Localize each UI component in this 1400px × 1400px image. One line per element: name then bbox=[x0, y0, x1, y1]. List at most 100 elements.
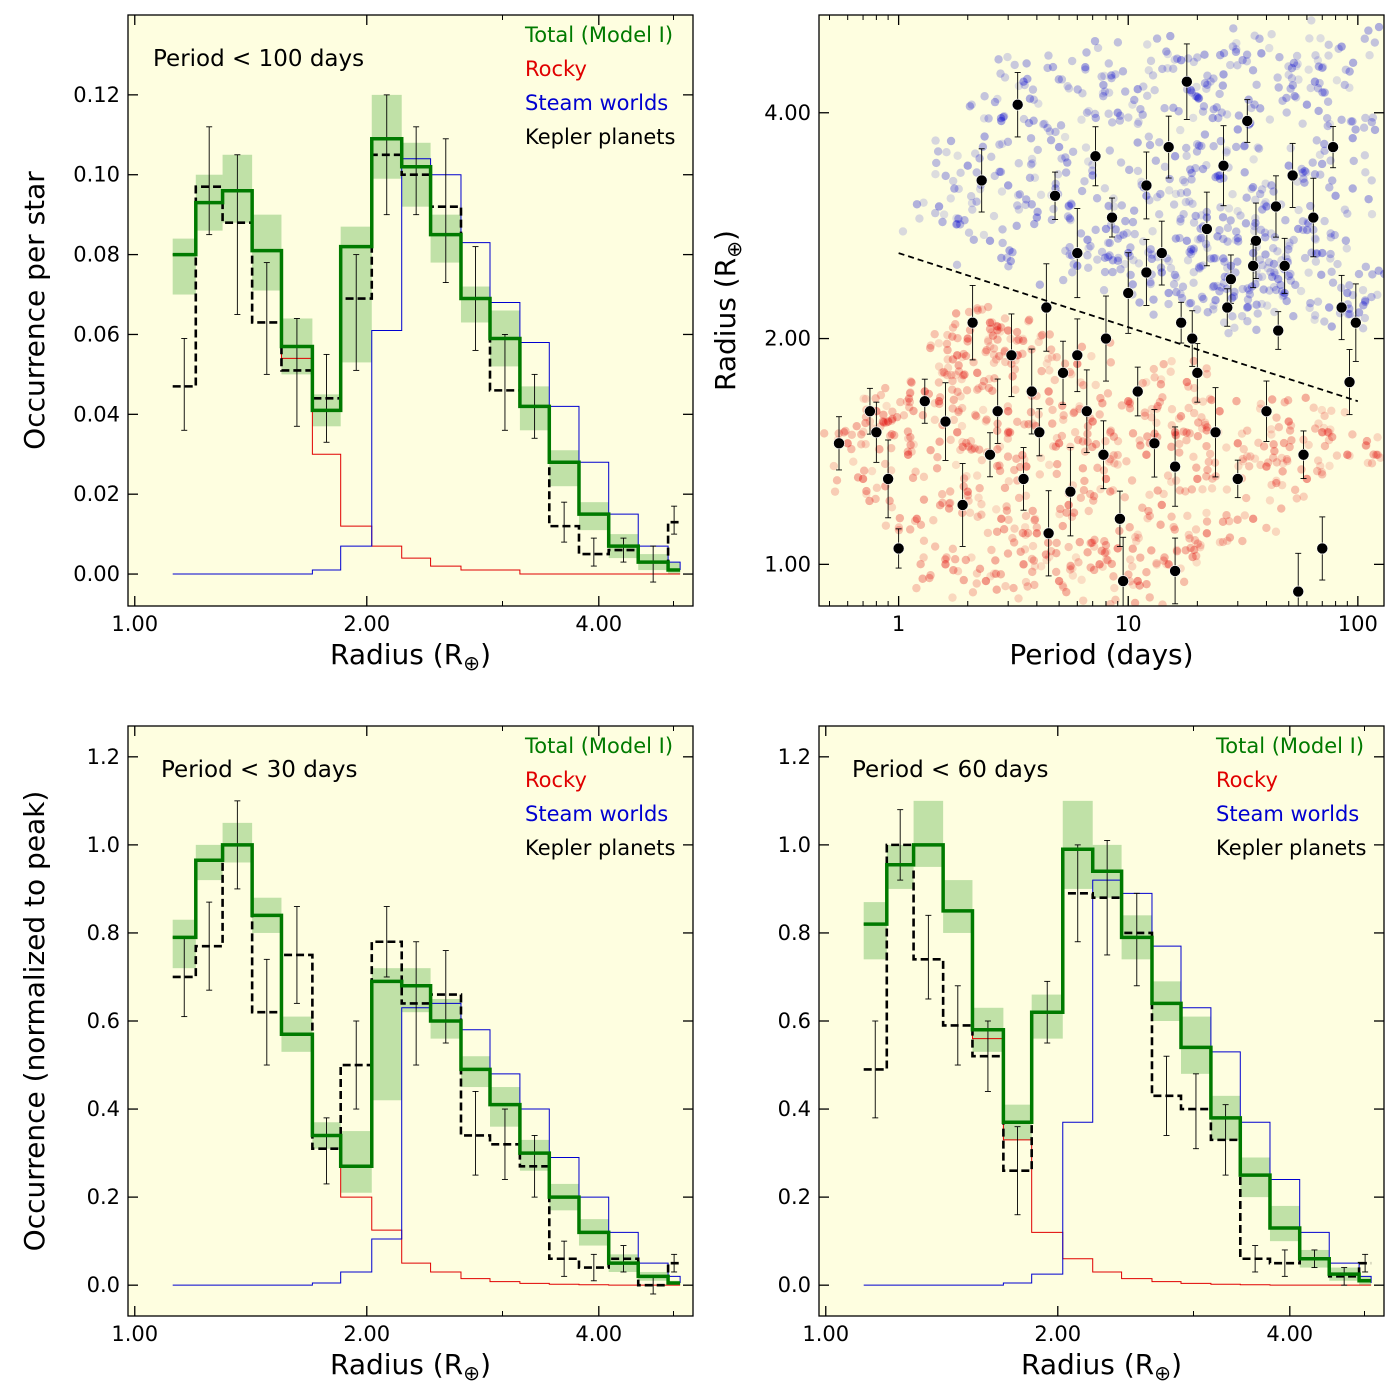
x-tick-label: 1 bbox=[892, 612, 905, 636]
kepler-point bbox=[975, 174, 988, 187]
x-tick-label: 10 bbox=[1115, 612, 1142, 636]
population-dot bbox=[1128, 429, 1138, 438]
population-dot bbox=[949, 395, 958, 405]
population-dot bbox=[1030, 219, 1039, 229]
population-dot bbox=[1257, 299, 1266, 309]
population-dot bbox=[1184, 382, 1193, 391]
population-dot bbox=[1200, 79, 1210, 88]
population-dot bbox=[1167, 421, 1176, 430]
population-dot bbox=[1254, 273, 1263, 282]
population-dot bbox=[944, 499, 954, 508]
population-dot bbox=[912, 583, 921, 593]
population-dot bbox=[1073, 85, 1082, 94]
y-tick-label: 0.06 bbox=[73, 322, 120, 346]
population-dot bbox=[948, 176, 958, 186]
population-dot bbox=[1032, 523, 1042, 532]
population-dot bbox=[1206, 254, 1216, 263]
population-dot bbox=[984, 383, 994, 393]
population-dot bbox=[1282, 296, 1291, 306]
x-axis-title: Period (days) bbox=[1009, 638, 1193, 671]
population-dot bbox=[1078, 596, 1088, 605]
population-dot bbox=[1143, 91, 1152, 101]
population-dot bbox=[1008, 372, 1017, 381]
population-dot bbox=[958, 437, 967, 447]
population-dot bbox=[1312, 249, 1321, 258]
rocky-point bbox=[1164, 560, 1173, 569]
kepler-point bbox=[1169, 565, 1181, 577]
population-dot bbox=[1101, 437, 1110, 446]
population-dot bbox=[1285, 426, 1295, 435]
population-dot bbox=[953, 333, 962, 343]
steam-point bbox=[1211, 295, 1220, 305]
legend-entry: Total (Model I) bbox=[524, 734, 673, 758]
steam-point bbox=[1310, 77, 1320, 86]
population-dot bbox=[1271, 527, 1281, 536]
population-dot bbox=[1286, 269, 1295, 279]
population-dot bbox=[1250, 31, 1259, 40]
population-dot bbox=[1198, 485, 1207, 494]
population-dot bbox=[1091, 113, 1100, 123]
population-dot bbox=[1267, 272, 1277, 282]
population-dot bbox=[1030, 515, 1039, 525]
population-dot bbox=[941, 171, 950, 181]
population-dot bbox=[962, 438, 971, 448]
population-dot bbox=[1182, 436, 1191, 445]
population-dot bbox=[1110, 459, 1119, 468]
band-bin bbox=[863, 902, 887, 960]
population-dot bbox=[1256, 399, 1266, 409]
population-dot bbox=[1012, 327, 1022, 337]
population-dot bbox=[1269, 453, 1278, 462]
population-dot bbox=[1108, 486, 1118, 495]
population-dot bbox=[931, 170, 940, 179]
population-dot bbox=[1067, 369, 1076, 379]
population-dot bbox=[1169, 522, 1178, 532]
population-dot bbox=[1115, 526, 1124, 536]
population-dot bbox=[1067, 268, 1077, 277]
legend-entry: Kepler planets bbox=[525, 836, 675, 860]
population-dot bbox=[1105, 146, 1115, 155]
population-dot bbox=[1010, 365, 1020, 374]
population-dot bbox=[1158, 393, 1167, 402]
population-dot bbox=[1224, 517, 1234, 526]
population-dot bbox=[1100, 71, 1109, 81]
population-dot bbox=[954, 184, 963, 194]
population-dot bbox=[1247, 184, 1256, 193]
population-dot bbox=[986, 572, 995, 581]
population-dot bbox=[988, 386, 997, 396]
population-dot bbox=[956, 445, 965, 455]
population-dot bbox=[967, 553, 976, 562]
population-dot bbox=[1248, 66, 1258, 75]
population-dot bbox=[906, 440, 915, 450]
population-dot bbox=[1147, 254, 1157, 264]
population-dot bbox=[857, 440, 866, 449]
population-dot bbox=[1140, 408, 1150, 417]
population-dot bbox=[1209, 74, 1218, 83]
population-dot bbox=[1255, 34, 1264, 43]
population-dot bbox=[1270, 307, 1279, 317]
rocky-point bbox=[973, 368, 982, 378]
population-dot bbox=[1172, 545, 1182, 555]
kepler-point bbox=[1175, 316, 1187, 329]
population-dot bbox=[1130, 598, 1140, 606]
population-dot bbox=[1170, 270, 1180, 280]
kepler-point bbox=[1181, 75, 1193, 88]
steam-point bbox=[1284, 161, 1293, 170]
population-dot bbox=[1179, 427, 1188, 436]
population-dot bbox=[1064, 542, 1073, 552]
rocky-point bbox=[1019, 560, 1028, 569]
population-dot bbox=[1315, 150, 1325, 160]
population-dot bbox=[972, 385, 982, 395]
population-dot bbox=[1214, 113, 1223, 123]
population-dot bbox=[1176, 125, 1185, 135]
population-dot bbox=[1149, 364, 1159, 374]
legend-entry: Rocky bbox=[525, 57, 587, 81]
population-dot bbox=[1211, 173, 1220, 182]
population-dot bbox=[1109, 451, 1118, 460]
kepler-point bbox=[1148, 437, 1161, 450]
population-dot bbox=[1000, 483, 1010, 493]
population-dot bbox=[1169, 64, 1178, 73]
population-dot bbox=[1267, 181, 1276, 190]
population-dot bbox=[1004, 477, 1014, 486]
population-dot bbox=[932, 158, 941, 168]
population-dot bbox=[1171, 189, 1181, 199]
